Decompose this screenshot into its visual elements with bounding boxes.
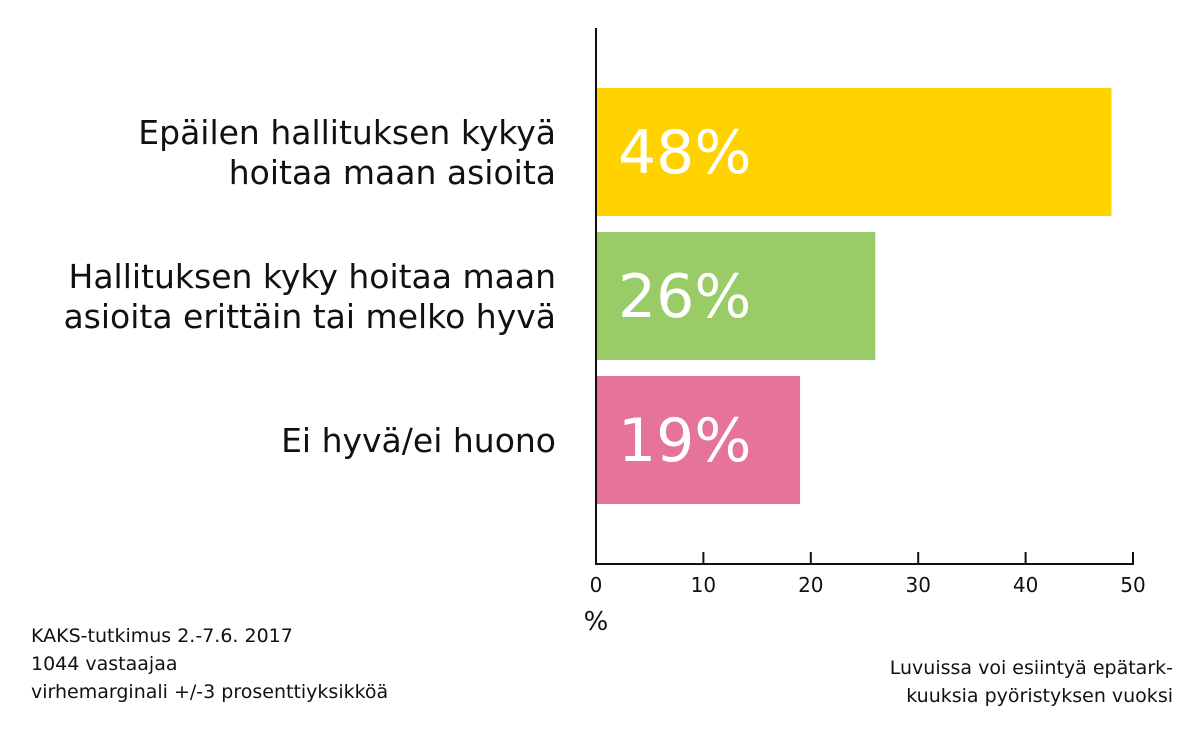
source-line-1: KAKS-tutkimus 2.-7.6. 2017 xyxy=(31,625,293,647)
bars: 48% 26% 19% xyxy=(596,88,1112,504)
category-label-1: Epäilen hallituksen kykyä hoitaa maan asi… xyxy=(138,113,556,192)
category-labels: Epäilen hallituksen kykyä hoitaa maan asi… xyxy=(63,113,556,460)
x-tick-label-5: 50 xyxy=(1120,573,1145,597)
data-label-3: 19% xyxy=(618,406,751,476)
rounding-note: Luvuissa voi esiintyä epätark- kuuksia p… xyxy=(890,654,1173,710)
x-axis-label: % xyxy=(584,607,609,637)
bar-2 xyxy=(596,232,876,360)
category-label-2: Hallituksen kyky hoitaa maan asioita erit… xyxy=(63,257,556,336)
source-note: KAKS-tutkimus 2.-7.6. 2017 1044 vastaaja… xyxy=(31,622,388,706)
x-axis: 0 10 20 30 40 50% xyxy=(584,28,1146,637)
x-tick-label-1: 10 xyxy=(691,573,716,597)
bar-3 xyxy=(596,376,801,504)
source-line-2: 1044 vastaajaa xyxy=(31,653,178,675)
source-line-3: virhemarginali +/-3 prosenttiyksikköä xyxy=(31,681,389,703)
rounding-line-2: kuuksia pyöristyksen vuoksi xyxy=(906,685,1173,707)
data-label-1: 48% xyxy=(618,118,751,188)
x-tick-label-2: 20 xyxy=(798,573,823,597)
x-tick-label-4: 40 xyxy=(1013,573,1038,597)
category-label-3: Ei hyvä/ei huono xyxy=(281,421,556,460)
x-tick-label-0: 0 xyxy=(590,573,603,597)
rounding-line-1: Luvuissa voi esiintyä epätark- xyxy=(889,657,1173,679)
x-tick-label-3: 30 xyxy=(905,573,930,597)
bar-chart: 48% 26% 19% Epäilen hallituksen kykyä hoita… xyxy=(63,28,1146,637)
data-label-2: 26% xyxy=(618,262,751,332)
bar-1 xyxy=(596,88,1112,216)
